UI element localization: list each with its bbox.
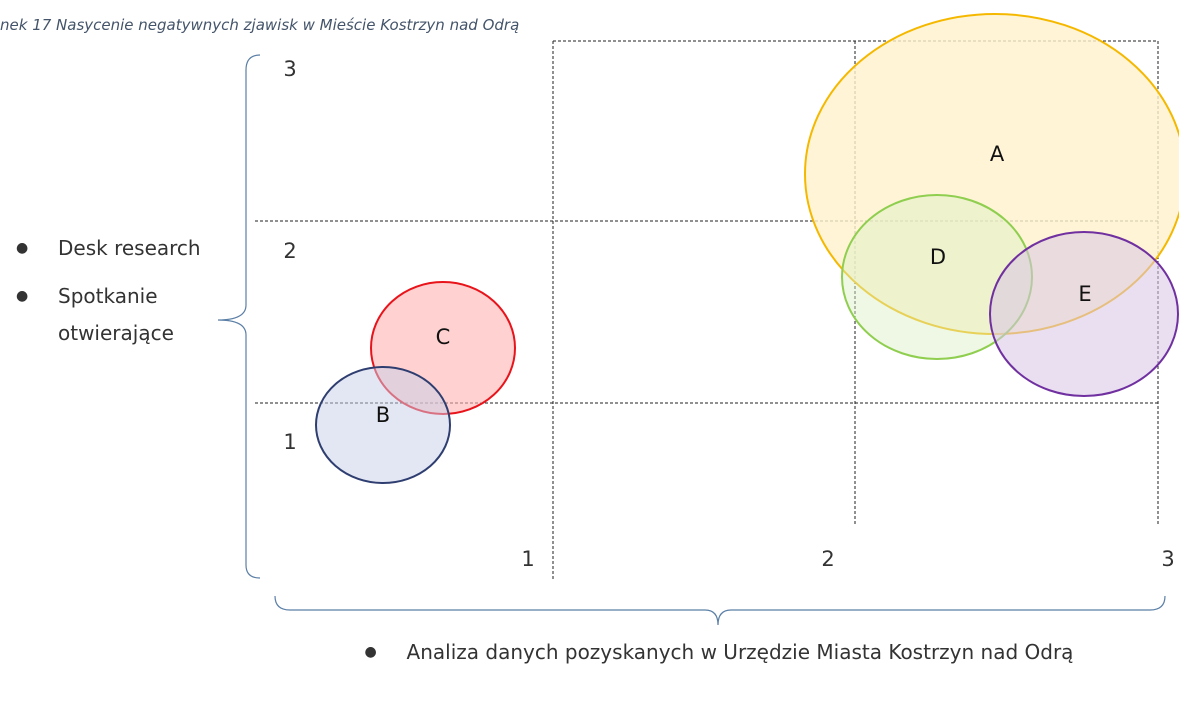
y-tick-label: 1: [283, 430, 296, 454]
y-axis-item: Desk research: [16, 230, 238, 267]
ellipse: [989, 231, 1179, 397]
y-tick-label: 2: [283, 239, 296, 263]
ellipse-label: A: [990, 142, 1005, 166]
ellipse-label: E: [1078, 282, 1091, 306]
brace: [217, 54, 261, 579]
y-axis-item: Spotkanie otwierające: [16, 278, 198, 352]
x-axis-item: Analiza danych pozyskanych w Urzędzie Mi…: [360, 634, 1120, 671]
x-tick-label: 3: [1161, 547, 1174, 571]
caption: nek 17 Nasycenie negatywnych zjawisk w M…: [0, 16, 520, 34]
brace: [274, 595, 1166, 626]
ellipse-label: B: [376, 403, 390, 427]
ellipse: [315, 366, 451, 484]
x-axis-item-text: Analiza danych pozyskanych w Urzędzie Mi…: [407, 640, 1074, 664]
ellipse-label: C: [436, 325, 451, 349]
y-tick-label: 3: [283, 57, 296, 81]
ellipse-label: D: [930, 245, 946, 269]
x-tick-label: 1: [521, 547, 534, 571]
x-tick-label: 2: [821, 547, 834, 571]
